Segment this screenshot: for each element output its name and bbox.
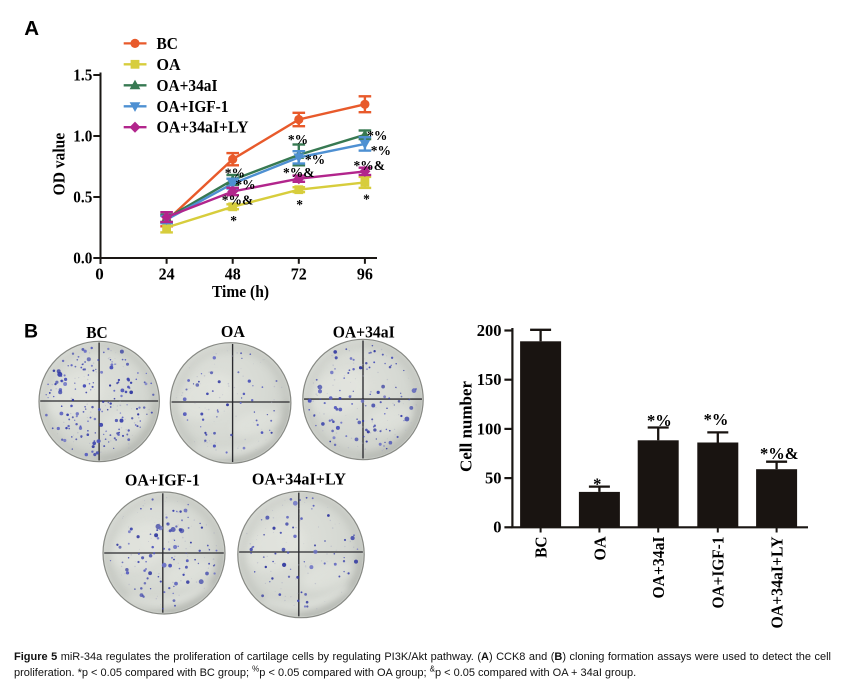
- svg-text:*%: *%: [704, 410, 729, 429]
- svg-text:OA+IGF-1: OA+IGF-1: [709, 537, 728, 609]
- svg-text:OA: OA: [157, 55, 181, 74]
- svg-text:*%&: *%&: [222, 192, 254, 207]
- svg-text:Cell number: Cell number: [456, 381, 475, 472]
- svg-text:0.5: 0.5: [73, 188, 92, 207]
- svg-text:96: 96: [357, 265, 373, 284]
- svg-text:200: 200: [477, 321, 502, 340]
- svg-text:*%: *%: [371, 143, 391, 158]
- svg-text:Time (h): Time (h): [212, 282, 269, 301]
- svg-text:*: *: [296, 197, 303, 212]
- svg-text:1.5: 1.5: [73, 66, 92, 85]
- svg-text:*: *: [230, 213, 237, 228]
- svg-text:A: A: [24, 17, 39, 40]
- svg-text:OA+IGF-1: OA+IGF-1: [157, 97, 229, 116]
- svg-text:*%: *%: [235, 177, 255, 192]
- svg-text:BC: BC: [86, 323, 107, 342]
- svg-text:72: 72: [291, 265, 307, 284]
- svg-text:OA+34aI+LY: OA+34aI+LY: [768, 536, 787, 628]
- svg-text:1.0: 1.0: [73, 127, 92, 146]
- svg-text:*%&: *%&: [353, 158, 385, 173]
- svg-text:B: B: [24, 320, 38, 342]
- svg-text:24: 24: [159, 265, 175, 284]
- svg-text:*%: *%: [288, 132, 308, 147]
- svg-text:OD value: OD value: [50, 132, 69, 195]
- svg-text:0: 0: [493, 518, 501, 537]
- svg-text:48: 48: [225, 265, 241, 284]
- svg-text:*%&: *%&: [283, 165, 315, 180]
- svg-text:OA+34aI+LY: OA+34aI+LY: [252, 470, 346, 489]
- svg-text:OA: OA: [221, 322, 245, 341]
- svg-text:OA+IGF-1: OA+IGF-1: [125, 471, 200, 490]
- svg-text:100: 100: [477, 419, 502, 438]
- svg-text:*: *: [363, 191, 370, 206]
- svg-text:BC: BC: [157, 34, 178, 53]
- svg-text:150: 150: [477, 370, 502, 389]
- svg-text:OA: OA: [590, 536, 609, 560]
- svg-text:0.0: 0.0: [73, 249, 92, 268]
- svg-text:*: *: [593, 474, 601, 493]
- svg-text:BC: BC: [532, 537, 551, 558]
- svg-text:OA+34aI: OA+34aI: [333, 323, 395, 342]
- svg-text:50: 50: [485, 469, 502, 488]
- svg-text:0: 0: [95, 265, 104, 284]
- svg-text:*%: *%: [225, 166, 245, 181]
- svg-text:*%: *%: [647, 411, 672, 430]
- svg-text:*%: *%: [367, 128, 387, 143]
- svg-text:*%&: *%&: [760, 444, 799, 463]
- svg-text:OA+34aI: OA+34aI: [649, 537, 668, 599]
- svg-text:*%: *%: [305, 152, 325, 167]
- svg-text:OA+34aI+LY: OA+34aI+LY: [157, 118, 249, 137]
- svg-text:OA+34aI: OA+34aI: [157, 76, 218, 95]
